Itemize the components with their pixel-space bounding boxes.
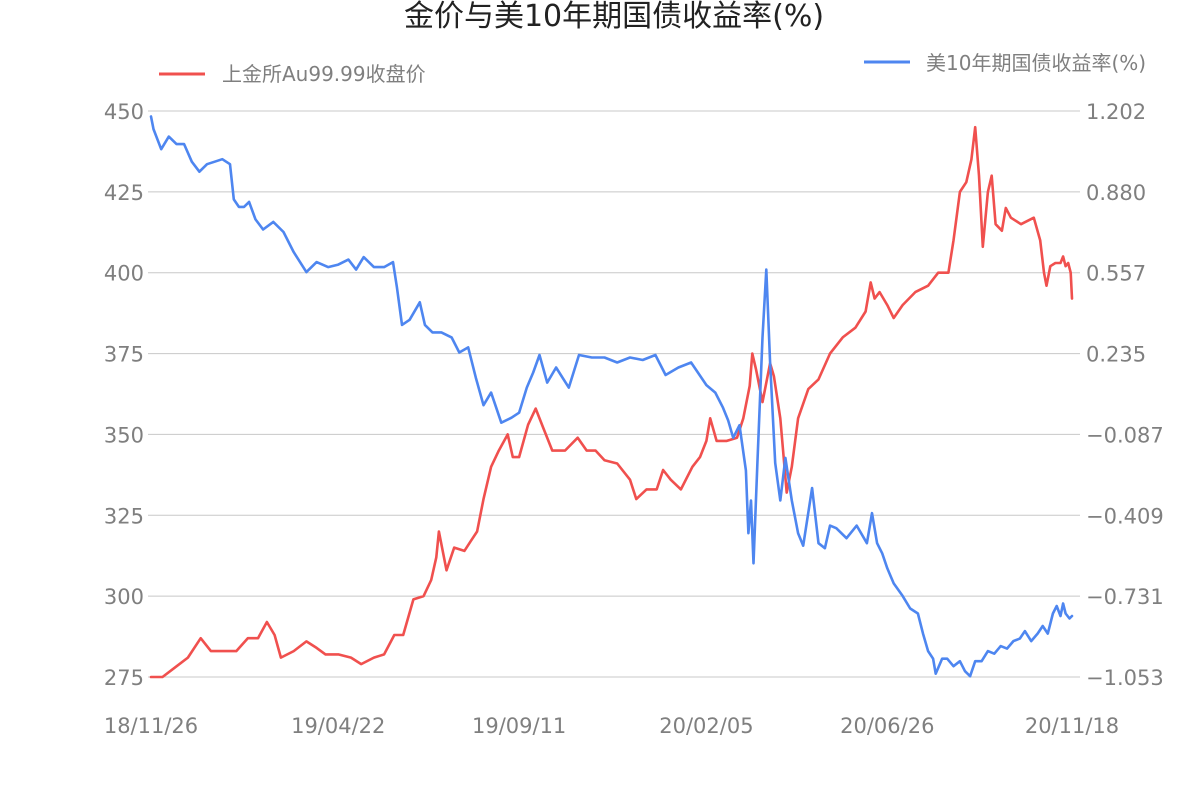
y-right-tick-label: 0.557 [1086,262,1146,286]
y-right-tick-label: 0.880 [1086,181,1146,205]
x-tick-label: 20/06/26 [840,714,934,738]
x-tick-label: 18/11/26 [104,714,198,738]
y-left-tick-label: 350 [104,423,144,447]
y-axis-left: 450 425 400 375 350 325 300 275 [104,100,144,690]
y-left-tick-label: 450 [104,100,144,124]
y-right-tick-label: −1.053 [1086,666,1164,690]
y-right-tick-label: 0.235 [1086,343,1146,367]
legend-left-series: 上金所Au99.99收盘价 [159,62,426,86]
plot-area [149,115,1074,679]
gridlines [148,110,1080,678]
y-left-tick-label: 425 [104,181,144,205]
x-tick-label: 20/02/05 [659,714,753,738]
y-right-tick-label: −0.731 [1086,585,1164,609]
y-left-tick-label: 375 [104,343,144,367]
y-right-tick-label: −0.087 [1086,423,1164,447]
x-tick-label: 19/04/22 [291,714,385,738]
x-tick-label: 19/09/11 [472,714,566,738]
x-axis: 18/11/26 19/04/22 19/09/11 20/02/05 20/06/26… [104,714,1119,738]
series-line-gold-price [149,125,1074,679]
x-tick-label: 20/11/18 [1025,714,1119,738]
legend-label-gold: 上金所Au99.99收盘价 [222,62,426,86]
y-left-tick-label: 300 [104,585,144,609]
series-line-us10y-yield [149,115,1074,678]
chart-title: 金价与美10年期国债收益率(%) [404,0,824,34]
y-left-tick-label: 275 [104,666,144,690]
y-left-tick-label: 325 [104,504,144,528]
y-right-tick-label: −0.409 [1086,504,1164,528]
y-axis-right: 1.202 0.880 0.557 0.235 −0.087 −0.409 −0.731 −1… [1086,100,1164,690]
legend-label-yield: 美10年期国债收益率(%) [926,51,1146,75]
legend-right-series: 美10年期国债收益率(%) [864,51,1146,75]
y-left-tick-label: 400 [104,262,144,286]
y-right-tick-label: 1.202 [1086,100,1146,124]
